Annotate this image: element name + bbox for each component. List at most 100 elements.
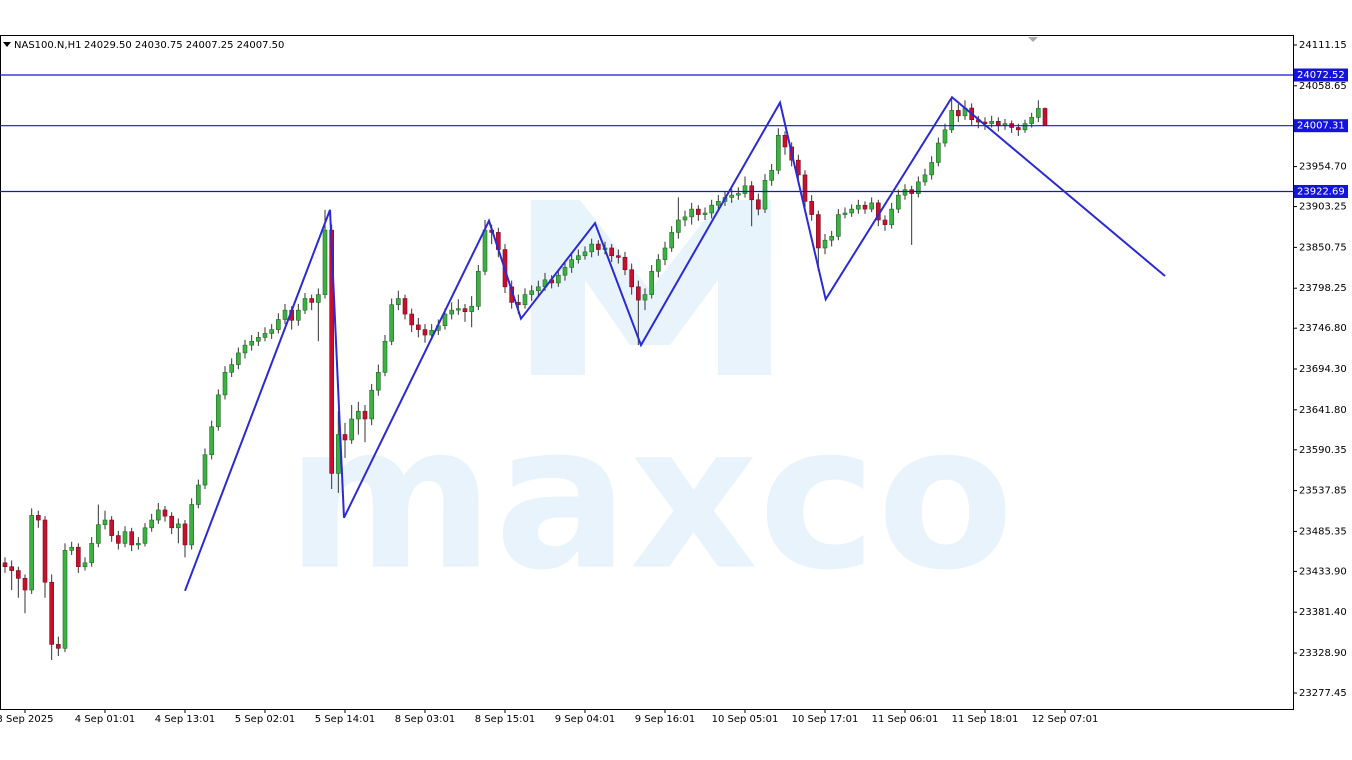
candle-body	[176, 523, 181, 529]
candle-body	[409, 313, 414, 326]
candle-body	[16, 570, 21, 579]
candle-body	[562, 267, 568, 276]
candle-body	[1029, 117, 1034, 124]
candle-body	[1036, 108, 1041, 118]
candle-body	[182, 523, 188, 546]
candle-body	[189, 504, 194, 546]
candle-body	[149, 519, 154, 529]
candle-body	[536, 286, 541, 292]
candle-body	[169, 515, 174, 529]
x-tick-label: 9 Sep 04:01	[555, 714, 615, 725]
candle-body	[849, 208, 854, 214]
x-tick-label: 4 Sep 13:01	[155, 714, 215, 725]
candle-body	[916, 181, 921, 194]
y-tick-label: 23590.35	[1299, 445, 1347, 456]
y-tick-label: 23850.75	[1299, 242, 1347, 253]
candle-body	[809, 201, 814, 215]
shift-marker[interactable]	[1028, 37, 1038, 42]
candle-body	[862, 204, 868, 210]
candle-body	[589, 243, 594, 253]
candle-body	[382, 340, 388, 373]
candle-body	[256, 337, 261, 342]
candle-body	[669, 232, 674, 249]
candle-body	[642, 294, 648, 301]
x-tick-label: 11 Sep 06:01	[872, 714, 939, 725]
candle-body	[636, 286, 641, 301]
x-tick-label: 12 Sep 07:01	[1032, 714, 1099, 725]
candle-body	[216, 394, 221, 428]
candle-body	[296, 309, 301, 321]
candle-body	[622, 257, 628, 271]
candle-body	[956, 110, 961, 117]
candle-body	[469, 305, 474, 313]
candle-body	[609, 247, 614, 257]
x-tick-label: 11 Sep 18:01	[952, 714, 1019, 725]
candle-body	[942, 129, 948, 144]
candle-body	[422, 329, 428, 336]
y-tick-label: 23433.90	[1299, 566, 1347, 577]
candle-body	[842, 212, 848, 215]
candle-body	[689, 208, 694, 218]
candle-body	[729, 194, 734, 198]
x-tick-label: 8 Sep 15:01	[475, 714, 535, 725]
candle-body	[456, 308, 461, 311]
candle-body	[1002, 123, 1008, 126]
x-tick-label: 3 Sep 2025	[0, 714, 54, 725]
candle-body	[989, 120, 994, 124]
quote: 24029.50 24030.75 24007.25 24007.50	[84, 40, 284, 51]
candle-body	[116, 535, 121, 544]
candle-body	[736, 193, 741, 196]
level-label: 24072.52	[1297, 70, 1345, 81]
candle-body	[229, 364, 234, 373]
candle-body	[136, 543, 141, 546]
candle-body	[2, 562, 8, 567]
candle-body	[716, 201, 721, 206]
candle-body	[796, 159, 801, 176]
candle-body	[1016, 127, 1021, 131]
level-label: 23922.69	[1297, 186, 1345, 197]
candle-body	[129, 531, 134, 546]
candle-body	[649, 270, 654, 295]
candle-body	[902, 189, 908, 196]
candle-body	[929, 162, 934, 176]
candle-body	[709, 204, 714, 214]
candle-body	[1042, 108, 1048, 126]
zigzag-line	[184, 95, 1166, 592]
candle-body	[236, 352, 241, 365]
x-tick-label: 8 Sep 03:01	[395, 714, 455, 725]
candle-body	[389, 304, 394, 342]
candle-body	[822, 239, 828, 249]
candle-body	[269, 329, 274, 334]
candle-body	[69, 546, 74, 551]
menu-triangle[interactable]	[3, 42, 11, 47]
candle-body	[682, 216, 688, 221]
candle-body	[996, 120, 1001, 126]
candle-body	[89, 543, 94, 564]
candle-body	[356, 410, 361, 420]
candle-body	[856, 204, 861, 210]
candle-body	[196, 484, 201, 505]
candle-body	[896, 194, 901, 210]
candle-body	[576, 255, 581, 260]
candle-body	[9, 566, 14, 571]
symbol: NAS100.N,H1	[14, 40, 81, 51]
candle-body	[756, 199, 761, 210]
candle-body	[662, 247, 668, 260]
x-tick-label: 5 Sep 02:01	[235, 714, 295, 725]
overlays: 24072.52 24007.31 23922.69	[0, 68, 1348, 592]
y-tick-label: 23381.40	[1299, 607, 1347, 618]
x-tick-label: 10 Sep 17:01	[792, 714, 859, 725]
candle-body	[882, 219, 888, 225]
candle-body	[316, 294, 321, 303]
axis-layer: 24111.15 24058.65 23954.70 23903.25 23850.75…	[0, 40, 1347, 725]
candle-body	[82, 562, 88, 567]
x-tick-label: 5 Sep 14:01	[315, 714, 375, 725]
candle-body	[209, 426, 214, 456]
y-tick-label: 23694.30	[1299, 364, 1347, 375]
y-tick-label: 23641.80	[1299, 405, 1347, 416]
candle-body	[369, 389, 374, 420]
level-label-box	[1294, 119, 1348, 133]
candle-body	[742, 185, 748, 194]
candle-body	[142, 527, 148, 544]
